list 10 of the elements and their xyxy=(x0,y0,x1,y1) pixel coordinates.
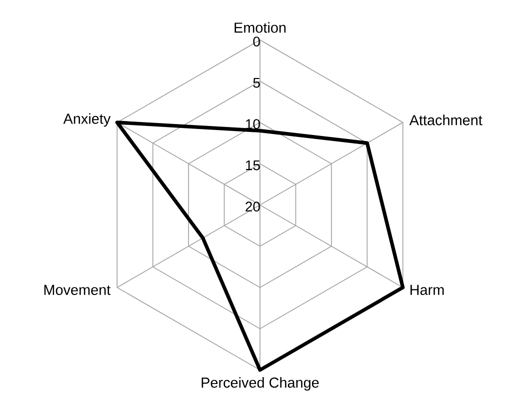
y-tick-label: 20 xyxy=(246,202,260,212)
spoke-label: Anxiety xyxy=(63,113,111,127)
spoke-label: Movement xyxy=(44,284,111,295)
spoke-label: Perceived Change xyxy=(202,377,319,391)
y-tick-label: 0 xyxy=(253,36,260,47)
spoke-label: Harm xyxy=(410,284,444,295)
spoke-label: Emotion xyxy=(234,22,286,33)
spoke-label: Attachment xyxy=(409,114,482,126)
y-tick-label: 5 xyxy=(253,78,260,88)
y-tick-label: 15 xyxy=(246,160,260,170)
